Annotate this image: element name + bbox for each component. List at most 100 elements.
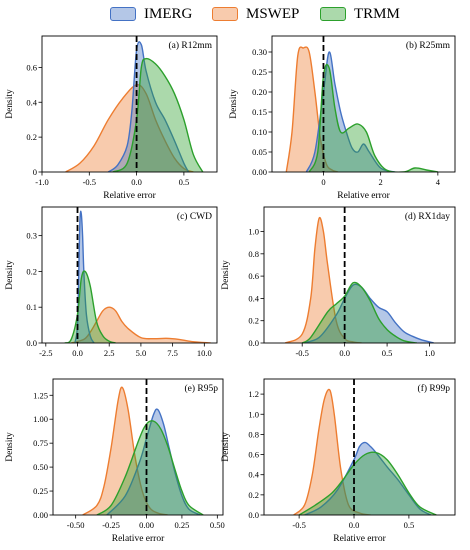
legend-swatch	[110, 7, 136, 21]
y-tick-label: 0.50	[33, 462, 48, 472]
plot-frame	[271, 35, 456, 173]
y-tick-label: 0.2	[248, 316, 259, 326]
x-tick-label: 0.0	[349, 520, 360, 530]
x-tick-label: -0.50	[67, 520, 85, 530]
density-line-mswep	[70, 306, 211, 343]
x-tick-label: -1.0	[35, 177, 48, 187]
plot-area	[293, 388, 437, 515]
y-tick-label: 1.00	[33, 414, 48, 424]
y-tick-label: 0.6	[248, 450, 259, 460]
density-area-imerg	[106, 409, 201, 515]
density-area-imerg	[304, 442, 431, 515]
panel-5: -0.50 -0.25 0.00 0.25 0.50 0.00 0.25 0.50 0.75 1.…	[5, 378, 225, 544]
x-tick-label: 0.25	[174, 520, 189, 530]
x-tick-label: 0.5	[404, 520, 415, 530]
x-tick-label: 0.00	[139, 520, 154, 530]
legend-item-mswep: MSWEP	[212, 6, 299, 22]
legend-swatch	[212, 7, 238, 21]
y-tick-label: 0.0	[26, 338, 37, 348]
plot-frame	[52, 378, 224, 516]
density-line-mswep	[285, 46, 338, 172]
y-tick-label: 0	[33, 167, 37, 177]
x-tick-label: -2.5	[39, 348, 52, 358]
y-tick-label: 0.15	[252, 107, 267, 117]
x-tick-label: -0.5	[295, 348, 308, 358]
y-tick-label: 0.3	[26, 231, 37, 241]
y-axis-label: Density	[5, 89, 15, 119]
x-axis-label: Relative error	[337, 191, 390, 201]
plot-area	[65, 41, 204, 172]
panel-title: (e) R95p	[184, 383, 218, 394]
plot-frame	[41, 35, 218, 173]
panel-2: 0 2 4 0.00 0.05 0.10 0.15 0.20 0.25 0.30 (b) R25mm…	[229, 35, 456, 201]
x-tick-label: 2.5	[104, 348, 115, 358]
panel-title: (c) CWD	[177, 211, 212, 222]
density-line-mswep	[293, 388, 371, 515]
density-line-trmm	[308, 63, 438, 172]
x-axis-label: Relative error	[103, 191, 156, 201]
legend-label: TRMM	[354, 5, 400, 22]
panel-title: (a) R12mm	[168, 40, 212, 51]
y-axis-label: Density	[229, 89, 239, 119]
x-tick-label: 4	[436, 177, 441, 187]
plot-area	[64, 210, 211, 343]
y-tick-label: 0.30	[252, 47, 267, 57]
x-tick-label: 10.0	[197, 348, 212, 358]
density-line-trmm	[96, 420, 204, 515]
density-area-imerg	[108, 41, 189, 172]
density-line-imerg	[107, 41, 190, 172]
density-area-trmm	[96, 420, 204, 515]
legend-item-trmm: TRMM	[320, 6, 400, 22]
density-line-mswep	[82, 386, 168, 515]
x-tick-label: 2	[379, 177, 383, 187]
legend-swatch	[320, 7, 346, 21]
y-tick-label: 0.05	[252, 147, 267, 157]
panel-title: (f) R99p	[418, 383, 451, 394]
x-tick-label: 0	[321, 177, 325, 187]
density-area-trmm	[112, 58, 203, 172]
x-tick-label: -0.5	[292, 520, 305, 530]
y-tick-label: 0.2	[248, 490, 259, 500]
legend-item-imerg: IMERG	[110, 6, 192, 22]
density-line-mswep	[65, 84, 194, 172]
x-tick-label: -0.5	[83, 177, 96, 187]
y-axis-label: Density	[221, 260, 231, 290]
density-line-trmm	[298, 451, 437, 515]
y-tick-label: 0.25	[252, 67, 267, 77]
y-tick-label: 0.25	[33, 486, 48, 496]
panel-3: -2.5 0.0 2.5 5.0 7.5 10.00.00.10.20.3(c) CWDD…	[5, 206, 218, 358]
density-line-imerg	[304, 441, 432, 515]
density-line-imerg	[301, 283, 434, 343]
panel-title: (b) R25mm	[406, 40, 451, 51]
density-area-mswep	[82, 387, 168, 515]
density-line-trmm	[64, 270, 116, 343]
y-tick-label: 0.1	[26, 302, 37, 312]
y-tick-label: 0.4	[248, 293, 259, 303]
density-area-trmm	[302, 282, 417, 343]
density-area-mswep	[293, 389, 371, 515]
plot-area	[82, 386, 204, 515]
panel-1: -1.0 -0.5 0.0 0.5 0 0.2 0.4 0.6 (a) R12mm Relativ…	[5, 35, 218, 201]
legend-label: MSWEP	[246, 5, 300, 22]
density-line-trmm	[301, 281, 417, 343]
density-area-imerg	[306, 51, 395, 172]
x-tick-label: 7.5	[167, 348, 178, 358]
y-axis-label: Density	[221, 432, 231, 462]
plot-frame	[263, 378, 456, 516]
y-tick-label: 0.6	[26, 62, 37, 72]
panel-4: -0.5 0.0 0.5 1.0 0.0 0.2 0.4 0.6 0.8 1.0 (d) RX1da…	[221, 206, 456, 358]
x-tick-label: -0.25	[102, 520, 120, 530]
y-tick-label: 0.6	[248, 271, 259, 281]
density-area-mswep	[285, 217, 362, 343]
density-line-imerg	[106, 408, 201, 515]
y-tick-label: 0.2	[26, 266, 37, 276]
legend-label: IMERG	[144, 5, 193, 22]
y-tick-label: 1.0	[248, 409, 259, 419]
y-tick-label: 0.2	[26, 132, 37, 142]
density-area-trmm	[309, 64, 438, 172]
y-tick-label: 0.00	[252, 167, 267, 177]
x-tick-label: 5.0	[136, 348, 147, 358]
plot-area	[284, 216, 434, 343]
x-tick-label: 0.5	[382, 348, 393, 358]
